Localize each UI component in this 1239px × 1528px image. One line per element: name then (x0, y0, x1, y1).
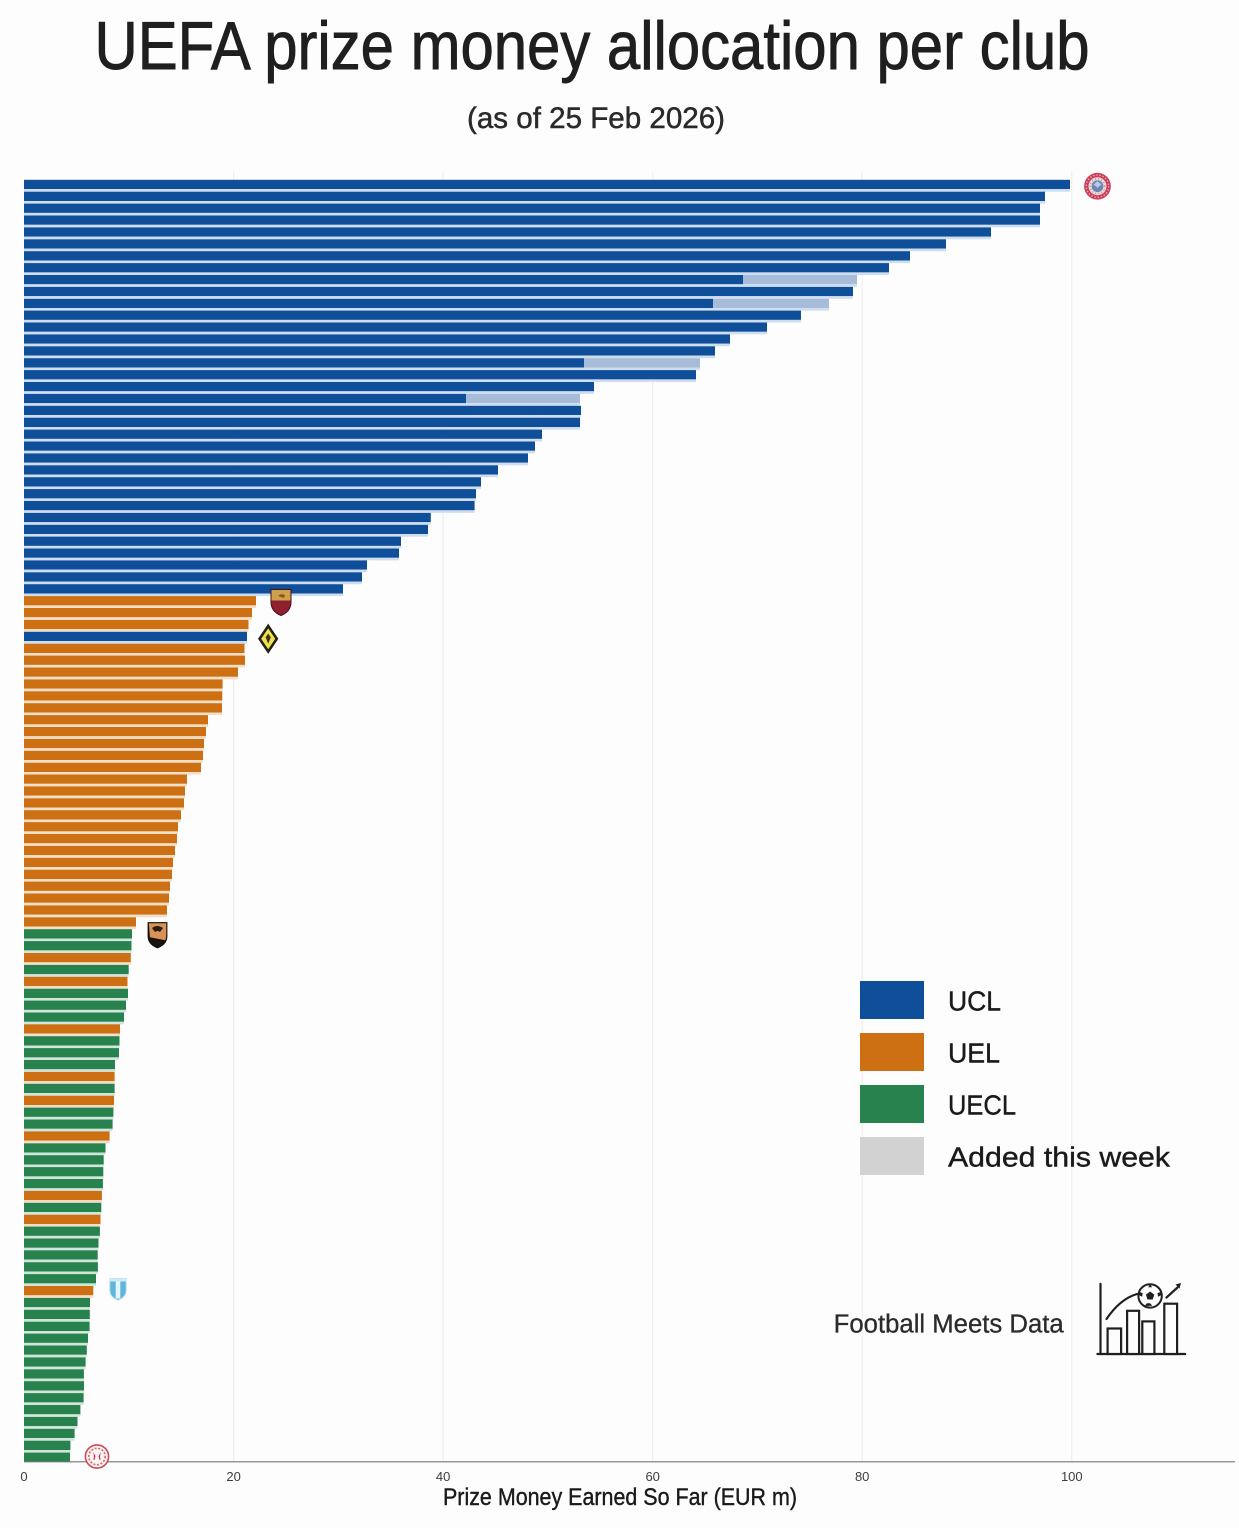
svg-text:80: 80 (855, 1469, 869, 1484)
svg-text:UCL: UCL (948, 986, 1001, 1017)
svg-text:100: 100 (1061, 1469, 1083, 1484)
svg-text:40: 40 (436, 1469, 450, 1484)
svg-text:0: 0 (20, 1469, 27, 1484)
svg-text:Prize Money Earned So Far (EUR: Prize Money Earned So Far (EUR m) (443, 1484, 797, 1511)
svg-text:UEFA prize money allocation pe: UEFA prize money allocation per club (95, 8, 1090, 84)
svg-text:60: 60 (645, 1469, 659, 1484)
svg-text:Football Meets Data: Football Meets Data (834, 1311, 1065, 1339)
svg-text:UEL: UEL (948, 1038, 1000, 1069)
svg-text:(as of 25 Feb 2026): (as of 25 Feb 2026) (467, 102, 725, 135)
svg-text:UECL: UECL (948, 1090, 1016, 1121)
svg-text:Added this week: Added this week (948, 1142, 1171, 1173)
svg-text:20: 20 (226, 1469, 240, 1484)
